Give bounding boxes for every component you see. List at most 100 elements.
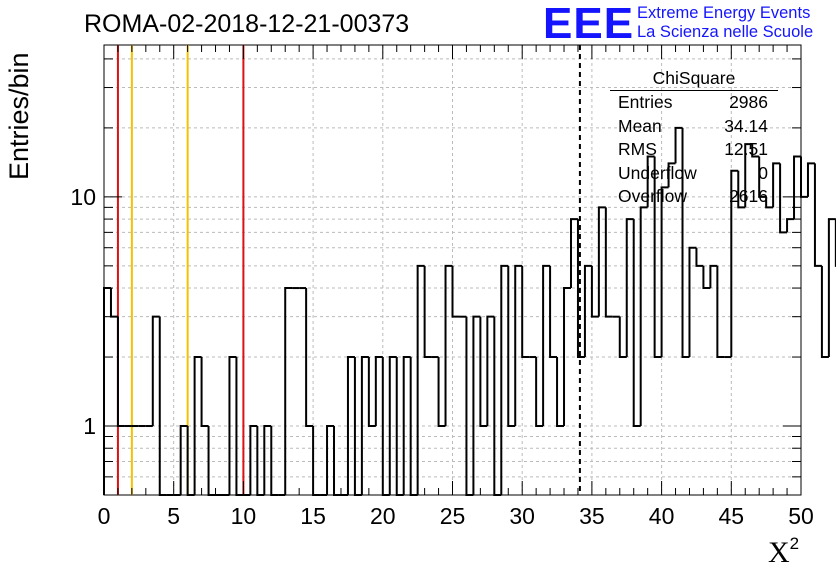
histogram-bin — [583, 264, 592, 358]
histogram-bin — [604, 207, 613, 318]
x-tick-label: 5 — [167, 503, 180, 529]
histogram-bin — [423, 265, 432, 359]
histogram-bin — [444, 264, 453, 427]
histogram-bin — [388, 356, 397, 495]
x-tick-label: 30 — [509, 503, 535, 529]
histogram-bin — [625, 218, 634, 358]
histogram-bin — [597, 206, 606, 317]
histogram-bin — [472, 315, 481, 495]
stats-title: ChiSquare — [610, 66, 778, 91]
histogram-bin — [193, 356, 202, 495]
histogram-bin — [333, 426, 341, 496]
histogram-bin — [702, 265, 711, 290]
histogram-bin — [521, 265, 530, 359]
x-tick-label: 45 — [719, 503, 745, 529]
histogram-bin — [716, 265, 725, 359]
histogram-bin — [346, 356, 355, 495]
histogram-bin — [660, 186, 669, 358]
histogram-bin — [109, 288, 118, 318]
chart-title: ROMA-02-2018-12-21-00373 — [84, 10, 410, 38]
histogram-bin — [514, 264, 523, 427]
stats-key: RMS — [618, 139, 657, 159]
logo-line-2: La Scienza nelle Scuole — [637, 23, 814, 41]
histogram-bin — [486, 315, 495, 427]
histogram-bin — [305, 288, 314, 428]
histogram-bin — [465, 316, 474, 496]
x-axis-label: X2 — [768, 534, 799, 570]
histogram-bin — [674, 126, 683, 164]
histogram-bin — [535, 357, 544, 428]
stats-value: 2616 — [729, 186, 768, 206]
x-axis-label-sup: 2 — [789, 534, 800, 553]
histogram-bin — [542, 264, 551, 427]
histogram-bin — [493, 316, 502, 496]
histogram-bin — [235, 357, 244, 496]
histogram-bin — [451, 265, 460, 318]
histogram-bin — [751, 144, 760, 158]
histogram-bin — [709, 264, 718, 289]
histogram-bin — [249, 425, 258, 495]
histogram-bin — [507, 265, 516, 428]
histogram-bin — [772, 162, 781, 208]
histogram-bin — [737, 170, 746, 209]
x-tick-label: 50 — [788, 503, 814, 529]
x-tick-label: 35 — [579, 503, 605, 529]
histogram-bin — [563, 287, 571, 427]
histogram-bin — [590, 265, 599, 318]
histogram-bin — [813, 163, 822, 267]
histogram-bin — [549, 265, 558, 359]
histogram-bin — [827, 218, 836, 358]
histogram-bin — [556, 357, 565, 428]
histogram-bin — [374, 356, 383, 427]
histogram-bin — [688, 246, 697, 358]
histogram-bin — [179, 425, 188, 495]
y-tick-label: 10 — [70, 184, 96, 210]
x-tick-label: 25 — [440, 503, 466, 529]
histogram-bin — [437, 357, 446, 428]
histogram-bin — [367, 357, 376, 428]
eee-logo: EEE — [543, 0, 635, 48]
stats-key: Overflow — [618, 186, 688, 206]
histogram-bin — [793, 155, 801, 220]
histogram-bin — [402, 356, 411, 495]
stats-value: 2986 — [729, 92, 768, 112]
histogram-bin — [326, 425, 335, 495]
histogram-bin — [228, 356, 237, 495]
histogram-bin — [646, 155, 655, 208]
histogram-bin — [263, 425, 272, 495]
x-tick-label: 15 — [300, 503, 326, 529]
stats-row-rms: RMS 12.51 — [610, 138, 778, 162]
x-tick-label: 40 — [649, 503, 675, 529]
histogram-bin — [116, 316, 125, 428]
histogram-bin — [500, 264, 509, 495]
histogram-bin — [479, 316, 488, 428]
x-tick-label: 20 — [370, 503, 396, 529]
histogram-bin — [758, 156, 767, 198]
histogram-bin — [744, 143, 753, 208]
x-tick-label: 10 — [231, 503, 257, 529]
x-axis-label-base: X — [768, 536, 790, 569]
histogram-bin — [820, 265, 829, 359]
stats-row-entries: Entries 2986 — [610, 91, 778, 115]
histogram-bin — [653, 156, 662, 359]
histogram-bin — [576, 219, 585, 359]
histogram-bin — [207, 426, 216, 496]
histogram-bin — [618, 316, 627, 359]
stats-row-overflow: Overflow 2616 — [610, 185, 778, 209]
y-tick-label: 1 — [83, 413, 96, 439]
histogram-bin — [779, 163, 788, 234]
stats-value: 12.51 — [724, 139, 768, 159]
x-tick-label: 0 — [98, 503, 111, 529]
stats-key: Underflow — [618, 162, 697, 183]
histogram-bin — [667, 162, 676, 188]
histogram-bin — [284, 287, 293, 495]
histogram-bin — [200, 357, 209, 428]
histogram-bin — [765, 196, 774, 209]
histogram-bin — [695, 247, 704, 267]
stats-row-underflow: Underflow 0 — [610, 162, 778, 186]
histogram-bin — [103, 287, 111, 495]
stats-key: Entries — [618, 92, 673, 112]
histogram-bin — [639, 206, 648, 427]
histogram-bin — [569, 218, 578, 289]
